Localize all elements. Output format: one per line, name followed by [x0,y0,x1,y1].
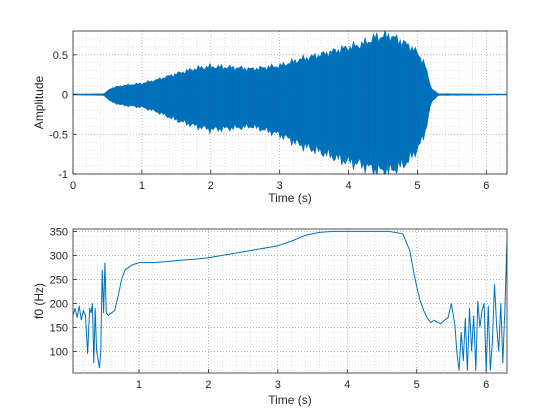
f0-xtick-label: 6 [483,379,489,391]
amplitude-xtick-label: 5 [414,180,420,192]
amplitude-ticks: 0 1 2 3 4 5 6 -1 -0.5 0 0.5 [49,50,489,192]
amplitude-xtick-label: 2 [208,180,214,192]
f0-ytick-label: 150 [50,322,68,334]
f0-ytick-label: 350 [50,226,68,238]
f0-ytick-label: 300 [50,250,68,262]
amplitude-xtick-label: 3 [277,180,283,192]
amplitude-axes-box [72,30,508,175]
f0-xtick-label: 5 [414,379,420,391]
amplitude-ytick-label: 0.5 [53,50,68,62]
f0-ylabel: f0 (Hz) [32,283,46,319]
amplitude-ytick-label: -1 [58,169,68,181]
amplitude-xtick-label: 4 [345,180,351,192]
amplitude-ytick-label: -0.5 [49,129,68,141]
f0-series-line [73,230,507,371]
f0-ticks: 1 2 3 4 5 6 100 150 200 250 300 350 [50,226,490,391]
f0-grid [73,229,507,373]
f0-xlabel: Time (s) [268,393,312,407]
f0-xtick-label: 3 [275,379,281,391]
f0-ytick-label: 100 [50,346,68,358]
amplitude-ylabel: Amplitude [32,76,46,130]
amplitude-axes: 0 1 2 3 4 5 6 -1 -0.5 0 0.5 Time (s) Amplitude [32,30,508,205]
waveform-fill [73,31,507,174]
amplitude-xtick-label: 6 [483,180,489,192]
f0-xtick-label: 1 [136,379,142,391]
amplitude-xtick-label: 1 [139,180,145,192]
f0-ytick-label: 250 [50,274,68,286]
f0-axes: 1 2 3 4 5 6 100 150 200 250 300 350 Time (s) f0 (Hz… [32,226,508,407]
f0-xtick-label: 2 [205,379,211,391]
f0-axes-box [72,228,508,374]
f0-xtick-label: 4 [344,379,350,391]
amplitude-xtick-label: 0 [70,180,76,192]
f0-ytick-label: 200 [50,298,68,310]
amplitude-xlabel: Time (s) [268,191,312,205]
amplitude-ytick-label: 0 [62,90,68,102]
